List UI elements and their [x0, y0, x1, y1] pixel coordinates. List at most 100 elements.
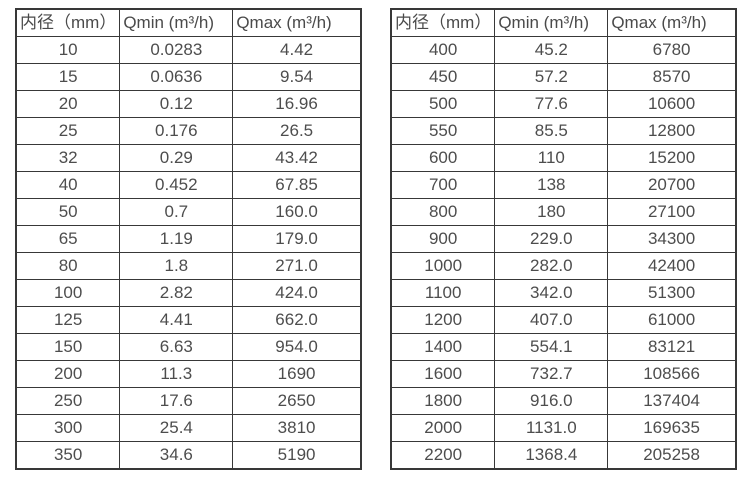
table-cell: 108566	[607, 360, 737, 388]
table-cell: 169635	[607, 414, 737, 442]
table-row: 20 0.12 16.96	[15, 90, 362, 118]
table-cell: 0.452	[119, 171, 234, 199]
table-cell: 450	[390, 63, 496, 91]
table-row: 32 0.29 43.42	[15, 144, 362, 172]
table-cell: 800	[390, 198, 496, 226]
table-cell: 732.7	[494, 360, 609, 388]
table-cell: 282.0	[494, 252, 609, 280]
table-cell: 554.1	[494, 333, 609, 361]
table-cell: 2200	[390, 441, 496, 470]
table-row: 550 85.5 12800	[390, 117, 737, 145]
column-header: Qmin (m³/h)	[119, 8, 234, 37]
table-cell: 20	[15, 90, 121, 118]
table-cell: 25.4	[119, 414, 234, 442]
table-cell: 100	[15, 279, 121, 307]
table-cell: 350	[15, 441, 121, 470]
table-cell: 83121	[607, 333, 737, 361]
table-cell: 1.8	[119, 252, 234, 280]
column-header: 内径（mm）	[15, 8, 121, 37]
table-cell: 2650	[232, 387, 362, 415]
table-row: 1400 554.1 83121	[390, 333, 737, 361]
table-cell: 17.6	[119, 387, 234, 415]
table-cell: 5190	[232, 441, 362, 470]
table-cell: 10600	[607, 90, 737, 118]
column-header: Qmax (m³/h)	[607, 8, 737, 37]
flow-range-table-large-diameters: 内径（mm） Qmin (m³/h) Qmax (m³/h) 400 45.2 6780…	[390, 8, 737, 470]
table-cell: 300	[15, 414, 121, 442]
table-row: 1600 732.7 108566	[390, 360, 737, 388]
flow-range-table-small-diameters: 内径（mm） Qmin (m³/h) Qmax (m³/h) 10 0.0283 4.4…	[15, 8, 362, 470]
table-row: 800 180 27100	[390, 198, 737, 226]
header-row: 内径（mm） Qmin (m³/h) Qmax (m³/h)	[15, 8, 362, 37]
table-cell: 43.42	[232, 144, 362, 172]
table-row: 150 6.63 954.0	[15, 333, 362, 361]
table-cell: 1.19	[119, 225, 234, 253]
table-cell: 3810	[232, 414, 362, 442]
table-cell: 400	[390, 36, 496, 64]
table-cell: 42400	[607, 252, 737, 280]
table-row: 1000 282.0 42400	[390, 252, 737, 280]
table-cell: 250	[15, 387, 121, 415]
table-cell: 407.0	[494, 306, 609, 334]
table-row: 200 11.3 1690	[15, 360, 362, 388]
table-cell: 0.7	[119, 198, 234, 226]
table-cell: 500	[390, 90, 496, 118]
table-cell: 180	[494, 198, 609, 226]
table-cell: 27100	[607, 198, 737, 226]
table-cell: 342.0	[494, 279, 609, 307]
table-cell: 67.85	[232, 171, 362, 199]
column-header: Qmax (m³/h)	[232, 8, 362, 37]
table-cell: 51300	[607, 279, 737, 307]
table-row: 300 25.4 3810	[15, 414, 362, 442]
table-cell: 1400	[390, 333, 496, 361]
table-cell: 16.96	[232, 90, 362, 118]
table-row: 500 77.6 10600	[390, 90, 737, 118]
table-cell: 150	[15, 333, 121, 361]
table-cell: 271.0	[232, 252, 362, 280]
table-cell: 662.0	[232, 306, 362, 334]
table-cell: 900	[390, 225, 496, 253]
column-header: 内径（mm）	[390, 8, 496, 37]
table-row: 1800 916.0 137404	[390, 387, 737, 415]
table-cell: 65	[15, 225, 121, 253]
table-cell: 1100	[390, 279, 496, 307]
table-cell: 200	[15, 360, 121, 388]
table-cell: 1200	[390, 306, 496, 334]
table-row: 2200 1368.4 205258	[390, 441, 737, 470]
table-cell: 179.0	[232, 225, 362, 253]
table-cell: 11.3	[119, 360, 234, 388]
table-cell: 2.82	[119, 279, 234, 307]
table-cell: 0.29	[119, 144, 234, 172]
table-cell: 85.5	[494, 117, 609, 145]
table-cell: 4.41	[119, 306, 234, 334]
table-row: 250 17.6 2650	[15, 387, 362, 415]
table-cell: 40	[15, 171, 121, 199]
table-cell: 61000	[607, 306, 737, 334]
table-cell: 25	[15, 117, 121, 145]
table-cell: 2000	[390, 414, 496, 442]
table-cell: 26.5	[232, 117, 362, 145]
column-header: Qmin (m³/h)	[494, 8, 609, 37]
table-cell: 10	[15, 36, 121, 64]
table-cell: 6780	[607, 36, 737, 64]
table-row: 2000 1131.0 169635	[390, 414, 737, 442]
table-cell: 916.0	[494, 387, 609, 415]
table-cell: 600	[390, 144, 496, 172]
table-cell: 77.6	[494, 90, 609, 118]
table-row: 400 45.2 6780	[390, 36, 737, 64]
table-row: 15 0.0636 9.54	[15, 63, 362, 91]
table-cell: 1000	[390, 252, 496, 280]
table-cell: 20700	[607, 171, 737, 199]
table-cell: 34.6	[119, 441, 234, 470]
table-cell: 50	[15, 198, 121, 226]
table-row: 700 138 20700	[390, 171, 737, 199]
table-row: 10 0.0283 4.42	[15, 36, 362, 64]
table-cell: 12800	[607, 117, 737, 145]
table-cell: 15200	[607, 144, 737, 172]
table-row: 600 110 15200	[390, 144, 737, 172]
table-row: 1100 342.0 51300	[390, 279, 737, 307]
table-cell: 424.0	[232, 279, 362, 307]
header-row: 内径（mm） Qmin (m³/h) Qmax (m³/h)	[390, 8, 737, 37]
table-cell: 1600	[390, 360, 496, 388]
table-row: 350 34.6 5190	[15, 441, 362, 470]
